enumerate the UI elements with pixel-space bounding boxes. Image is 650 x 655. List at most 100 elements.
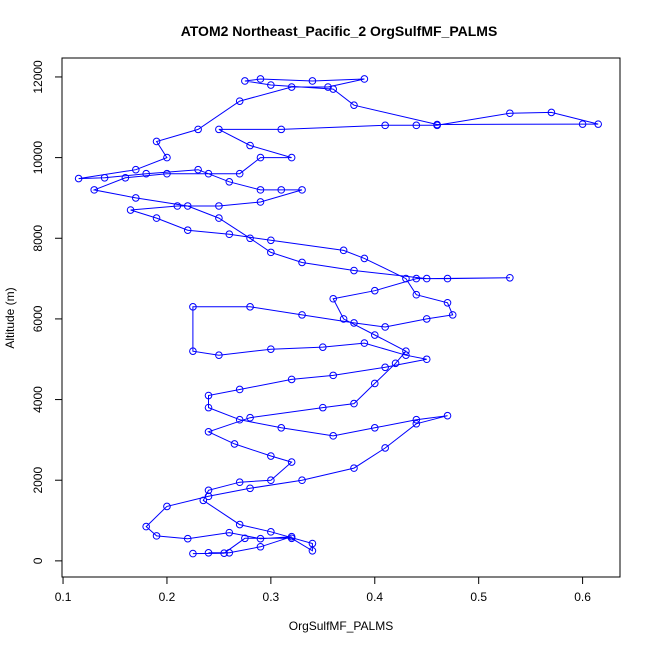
data-point	[422, 355, 431, 364]
data-point	[225, 178, 234, 186]
data-point	[277, 186, 286, 194]
data-point	[215, 351, 223, 360]
y-tick-label: 2000	[31, 467, 45, 494]
data-point	[246, 484, 254, 493]
data-point	[506, 109, 514, 118]
data-point	[298, 476, 306, 485]
data-point	[448, 311, 457, 319]
data-point	[267, 476, 275, 485]
data-point	[256, 198, 265, 206]
data-point	[381, 323, 389, 331]
x-tick-label: 0.4	[366, 590, 383, 604]
data-point	[235, 97, 244, 105]
data-point	[256, 542, 265, 551]
data-point	[225, 528, 234, 537]
data-point	[370, 286, 379, 295]
data-point	[412, 415, 421, 424]
data-point	[402, 351, 410, 360]
y-tick-label: 6000	[31, 305, 45, 332]
data-point	[241, 77, 249, 85]
data-point	[350, 266, 358, 275]
data-point	[189, 303, 197, 311]
y-tick-label: 0	[31, 557, 45, 564]
data-point	[391, 359, 400, 368]
data-point	[121, 173, 130, 182]
data-point	[350, 464, 358, 472]
data-point	[329, 371, 338, 380]
data-point	[241, 534, 249, 543]
data-point	[189, 549, 197, 558]
data-line	[78, 78, 599, 555]
data-point	[152, 532, 161, 540]
data-point	[402, 347, 410, 355]
y-tick-label: 4000	[31, 386, 45, 413]
data-point	[163, 169, 171, 178]
data-point	[308, 546, 317, 555]
data-point	[308, 539, 317, 548]
data-point	[578, 120, 587, 128]
data-point	[235, 169, 244, 178]
data-point	[100, 173, 109, 182]
data-point	[256, 75, 265, 83]
data-point	[204, 486, 213, 495]
data-point	[183, 226, 192, 234]
data-point	[204, 391, 213, 400]
data-point	[194, 165, 202, 174]
data-point	[126, 206, 135, 214]
data-point	[298, 311, 306, 319]
data-point	[215, 125, 223, 134]
data-point	[230, 440, 239, 448]
x-axis-label: OrgSulfMF_PALMS	[289, 619, 393, 633]
data-point	[267, 528, 275, 536]
data-point	[246, 413, 254, 422]
data-point	[329, 85, 338, 93]
data-point	[350, 101, 358, 109]
data-point	[267, 248, 275, 257]
y-tick-label: 10000	[31, 141, 45, 175]
data-point	[235, 385, 244, 394]
data-point	[163, 502, 171, 511]
data-point	[402, 274, 410, 283]
data-point	[339, 315, 348, 323]
data-point	[287, 83, 296, 91]
data-point	[381, 121, 389, 130]
data-point	[370, 423, 379, 432]
plot-box	[61, 57, 621, 578]
data-point	[267, 452, 275, 460]
data-point	[204, 549, 213, 557]
x-tick-label: 0.3	[263, 590, 280, 604]
data-point	[287, 532, 296, 541]
data-point	[256, 153, 265, 162]
data-point	[443, 298, 452, 307]
x-tick-label: 0.2	[159, 590, 176, 604]
data-point	[277, 125, 286, 134]
data-point	[329, 432, 338, 440]
data-point	[412, 121, 421, 130]
x-tick-label: 0.6	[574, 590, 591, 604]
data-point	[319, 343, 327, 351]
data-point	[204, 428, 213, 436]
data-point	[422, 274, 431, 283]
data-point	[74, 174, 83, 183]
data-point	[422, 315, 431, 323]
data-point	[412, 290, 421, 299]
data-point	[277, 423, 286, 432]
y-tick-label: 12000	[31, 60, 45, 94]
data-point	[131, 165, 140, 174]
data-point	[381, 363, 389, 372]
data-point	[287, 375, 296, 384]
data-point	[142, 522, 150, 531]
chart-title: ATOM2 Northeast_Pacific_2 OrgSulfMF_PALM…	[181, 23, 498, 39]
data-point	[152, 137, 161, 146]
x-tick-label: 0.5	[470, 590, 487, 604]
data-point	[319, 403, 327, 412]
data-point	[267, 345, 275, 353]
data-point	[360, 254, 369, 263]
data-point	[256, 534, 265, 543]
data-point	[204, 492, 213, 501]
data-point	[594, 120, 602, 128]
data-point	[199, 496, 208, 505]
data-point	[267, 81, 275, 89]
data-point	[225, 549, 234, 557]
